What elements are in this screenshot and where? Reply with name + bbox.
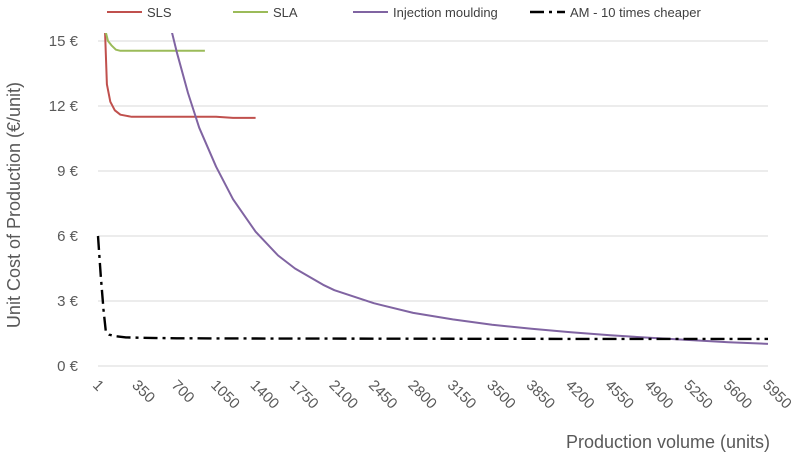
x-tick-label: 2100: [326, 377, 362, 413]
x-axis-title: Production volume (units): [566, 432, 770, 452]
y-tick-label: 6 €: [57, 228, 79, 245]
x-tick-label: 3850: [523, 377, 559, 413]
series-line-am-10-times-cheaper: [96, 235, 768, 341]
x-tick-label: 4550: [601, 377, 637, 413]
x-tick-label: 1400: [247, 377, 283, 413]
series-line-sls: [104, 33, 256, 119]
y-tick-label: 3 €: [57, 293, 79, 310]
x-tick-label: 2800: [404, 377, 440, 413]
x-tick-label: 4900: [641, 377, 677, 413]
x-tick-label: 5250: [680, 377, 716, 413]
legend-label: AM - 10 times cheaper: [570, 5, 701, 20]
x-tick-label: 1750: [286, 377, 322, 413]
y-axis-title: Unit Cost of Production (€/unit): [4, 82, 24, 328]
x-tick-label: 5950: [759, 377, 795, 413]
x-tick-label: 3150: [444, 377, 480, 413]
y-tick-label: 9 €: [57, 163, 79, 180]
x-axis-ticks: 1 350 700 1050 1400 1750 2100 2450 2800 3150 3500 3…: [89, 377, 795, 413]
series-line-sla: [104, 33, 205, 52]
x-tick-label: 2450: [365, 377, 401, 413]
y-tick-label: 15 €: [49, 33, 79, 50]
series-layer: [96, 33, 769, 345]
y-tick-label: 12 €: [49, 98, 79, 115]
legend-label: SLS: [147, 5, 172, 20]
legend: SLS SLA Injection moulding AM - 10 times ch…: [107, 5, 701, 20]
gridlines: [98, 40, 768, 367]
x-tick-label: 1: [89, 377, 107, 395]
x-tick-label: 700: [168, 377, 198, 407]
y-axis-ticks: 0 € 3 € 6 € 9 € 12 € 15 €: [49, 33, 79, 375]
x-tick-label: 5600: [720, 377, 756, 413]
legend-label: SLA: [273, 5, 298, 20]
legend-label: Injection moulding: [393, 5, 498, 20]
x-tick-label: 350: [128, 377, 158, 407]
x-tick-label: 1050: [207, 377, 243, 413]
y-tick-label: 0 €: [57, 358, 79, 375]
series-line-injection-moulding: [171, 33, 769, 345]
x-tick-label: 3500: [483, 377, 519, 413]
x-tick-label: 4200: [562, 377, 598, 413]
